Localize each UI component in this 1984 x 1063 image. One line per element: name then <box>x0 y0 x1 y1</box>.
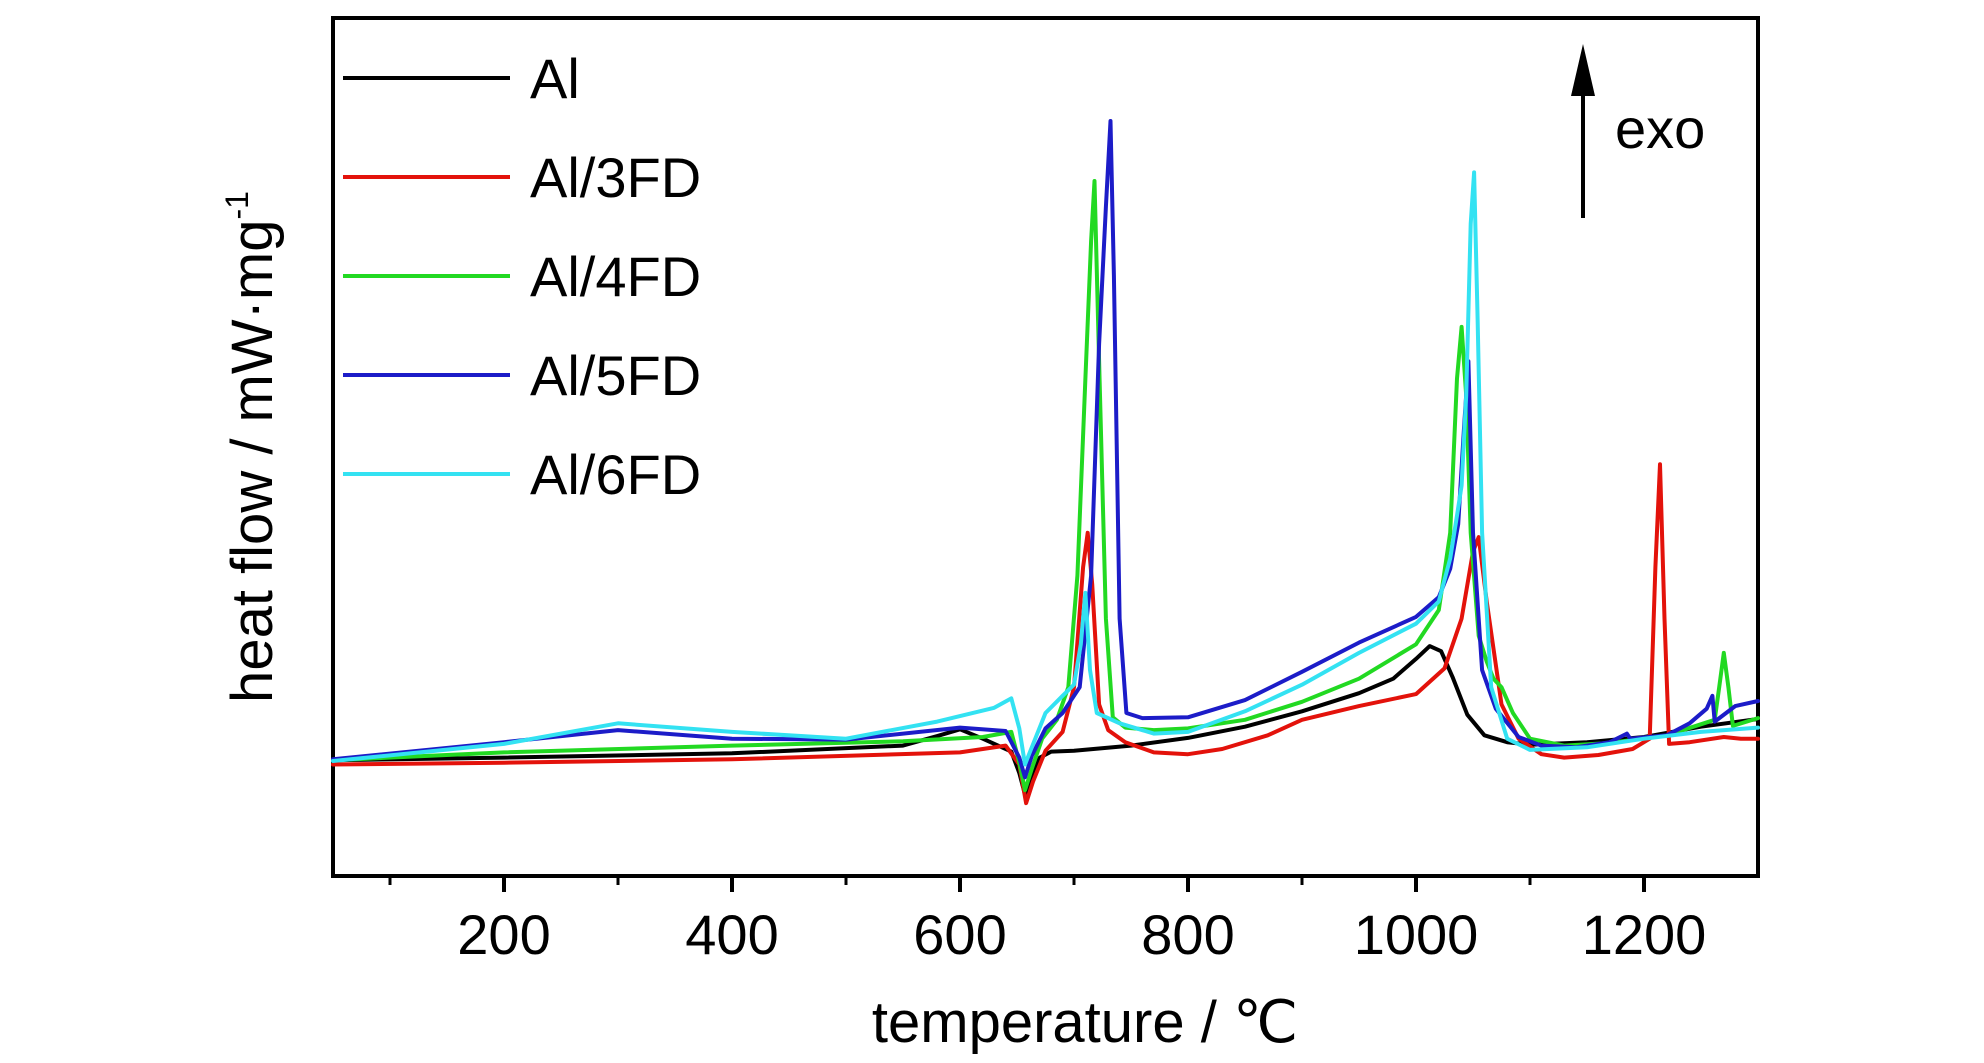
x-tick-label: 800 <box>1141 903 1234 966</box>
legend-item: Al/6FD <box>343 443 701 506</box>
x-tick-label: 200 <box>457 903 550 966</box>
legend-item: Al/3FD <box>343 146 701 209</box>
exo-annotation: exo <box>1571 44 1705 218</box>
legend-label: Al <box>530 47 580 110</box>
series-layer <box>331 119 1760 806</box>
series-line-0 <box>331 644 1760 797</box>
y-axis-label-superscript: -1 <box>219 191 255 219</box>
series-line-1 <box>331 462 1760 806</box>
exo-label: exo <box>1615 97 1705 160</box>
series-line-3 <box>331 119 1760 780</box>
x-tick-label: 600 <box>913 903 1006 966</box>
plot-area: 200 400 600 800 1000 1200 <box>331 16 1760 966</box>
x-axis-ticks: 200 400 600 800 1000 1200 <box>388 876 1707 966</box>
y-axis-label: heat flow / mW·mg-1 <box>219 191 285 703</box>
series-line-4 <box>331 170 1760 767</box>
legend-label: Al/5FD <box>530 344 701 407</box>
y-axis-title: heat flow / mW·mg-1 <box>219 191 285 703</box>
exo-arrow-head-icon <box>1571 44 1595 96</box>
y-axis-label-main: heat flow / mW·mg <box>220 220 285 703</box>
legend-item: Al/5FD <box>343 344 701 407</box>
legend: Al Al/3FD Al/4FD Al/5FD Al/6FD <box>343 47 701 506</box>
x-axis-label: temperature / ℃ <box>872 990 1298 1055</box>
legend-label: Al/4FD <box>530 245 701 308</box>
x-tick-label: 1000 <box>1354 903 1479 966</box>
plot-frame <box>331 16 1760 878</box>
legend-item: Al/4FD <box>343 245 701 308</box>
legend-item: Al <box>343 47 580 110</box>
legend-label: Al/6FD <box>530 443 701 506</box>
legend-label: Al/3FD <box>530 146 701 209</box>
x-tick-label: 400 <box>685 903 778 966</box>
x-axis-title: temperature / ℃ <box>872 990 1298 1055</box>
x-tick-label: 1200 <box>1582 903 1707 966</box>
